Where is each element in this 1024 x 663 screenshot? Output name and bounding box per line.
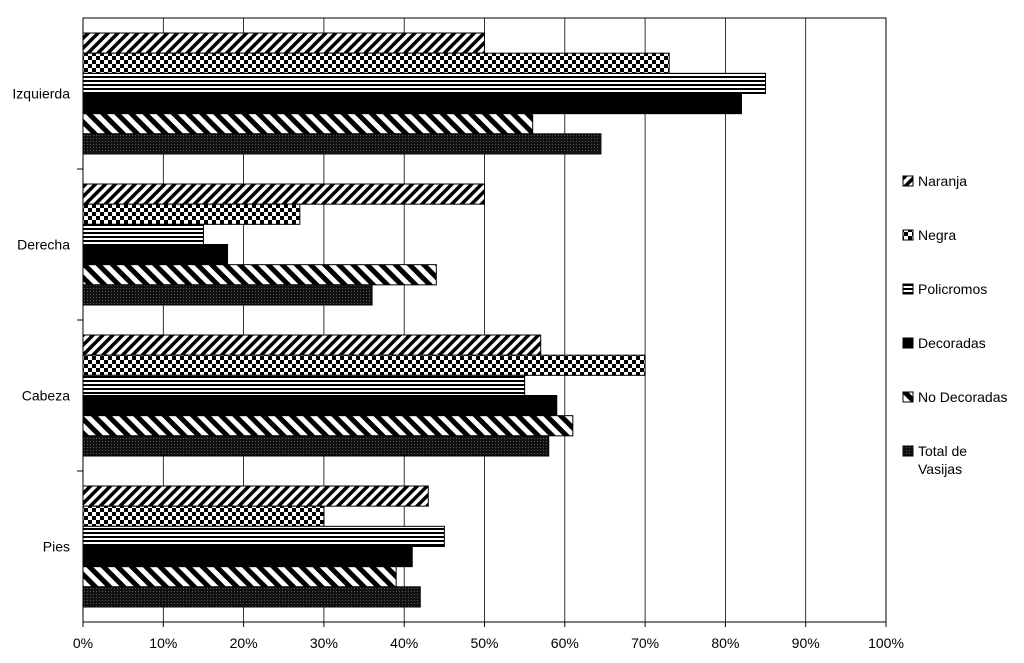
legend-label: Decoradas [918, 335, 986, 351]
bar [82, 223, 204, 245]
bar [82, 244, 229, 266]
legend-label: Total de Vasijas [918, 443, 967, 477]
bar [82, 183, 485, 205]
legend-swatch [902, 391, 914, 403]
x-tick-label: 90% [792, 635, 820, 651]
bar [82, 415, 574, 437]
bar [82, 203, 301, 225]
x-tick-label: 30% [310, 635, 338, 651]
bar [82, 395, 558, 417]
bar [82, 133, 602, 155]
bar [82, 354, 646, 376]
x-tick-label: 40% [390, 635, 418, 651]
x-tick-label: 0% [73, 635, 93, 651]
bar [82, 52, 670, 74]
bar [82, 546, 413, 568]
x-tick-label: 80% [711, 635, 739, 651]
x-tick-label: 100% [868, 635, 904, 651]
axes: 0% 10% 20% 30% 40% 50% 60% 70% 80% 90% 100% Izquier… [12, 86, 904, 652]
x-tick-label: 70% [631, 635, 659, 651]
legend-swatch [902, 175, 914, 187]
bar [82, 32, 485, 54]
bar [82, 435, 550, 457]
legend-swatch [902, 283, 914, 295]
legend-label: No Decoradas [918, 389, 1008, 405]
bar [82, 334, 542, 356]
category-label: Derecha [17, 237, 70, 253]
bar [82, 525, 445, 547]
bar [82, 113, 534, 135]
legend-swatch [902, 337, 914, 349]
legend-label: Naranja [918, 173, 967, 189]
bar [82, 586, 421, 608]
bar [82, 485, 429, 507]
legend-label: Policromos [918, 281, 987, 297]
x-tick-label: 60% [551, 635, 579, 651]
bar [82, 566, 397, 588]
x-tick-label: 50% [470, 635, 498, 651]
x-tick-label: 20% [230, 635, 258, 651]
bar [82, 72, 767, 95]
legend-swatch [902, 445, 914, 457]
bar [82, 505, 325, 527]
bars [82, 32, 767, 608]
category-label: Pies [43, 539, 70, 555]
legend-label: Negra [918, 227, 956, 243]
bar [82, 264, 437, 286]
bar [82, 93, 742, 115]
x-tick-label: 10% [149, 635, 177, 651]
category-label: Izquierda [12, 86, 70, 102]
legend: Naranja Negra Policromos Decoradas No Decora… [902, 173, 1008, 477]
bar [82, 374, 526, 397]
legend-swatch [902, 229, 914, 241]
category-label: Cabeza [22, 388, 70, 404]
bar [82, 284, 373, 306]
